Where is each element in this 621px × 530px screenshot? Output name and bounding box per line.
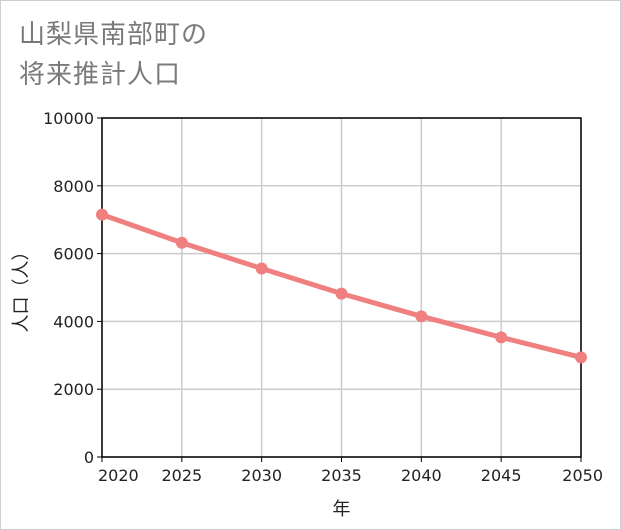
- x-axis-ticks: 2020 2025 2030 2035 2040 2045 2050: [98, 457, 603, 485]
- data-point: [415, 310, 428, 323]
- y-tick-label: 8000: [53, 177, 94, 196]
- chart-title-line-2: 将来推計人口: [19, 60, 182, 90]
- data-point: [255, 262, 268, 275]
- x-tick-label: 2030: [241, 466, 282, 485]
- chart-title-line-1: 山梨県南部町の: [19, 20, 209, 50]
- data-point: [575, 351, 587, 364]
- y-tick-label: 10000: [43, 109, 94, 128]
- x-tick-label: 2035: [321, 466, 362, 485]
- x-axis-title: 年: [333, 499, 351, 520]
- y-tick-label: 0: [84, 448, 94, 467]
- x-tick-label: 2040: [401, 466, 442, 485]
- x-tick-label: 2020: [98, 466, 139, 485]
- x-tick-label: 2045: [481, 466, 522, 485]
- series-layer: [96, 208, 587, 364]
- data-point: [96, 208, 108, 221]
- y-axis-ticks: 0 2000 4000 6000 8000 10000: [43, 109, 102, 467]
- x-tick-label: 2025: [161, 466, 202, 485]
- y-tick-label: 2000: [53, 380, 94, 399]
- chart-title: 山梨県南部町の 将来推計人口: [19, 15, 208, 95]
- x-tick-label: 2050: [562, 466, 603, 485]
- y-tick-label: 6000: [53, 245, 94, 264]
- data-point: [495, 331, 508, 344]
- data-point: [335, 287, 348, 300]
- gridlines: [101, 117, 582, 458]
- y-axis-title: 人口（人）: [11, 243, 32, 333]
- data-point: [175, 236, 188, 249]
- y-tick-label: 4000: [53, 312, 94, 331]
